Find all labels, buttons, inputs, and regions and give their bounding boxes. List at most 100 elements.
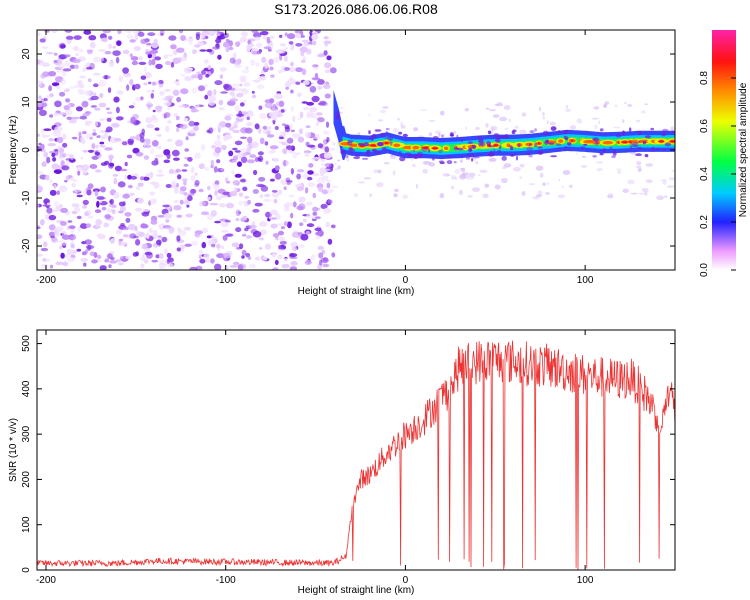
noise-blob [200,144,206,151]
noise-blob [184,199,190,206]
track-halo [368,130,371,135]
noise-blob [197,85,206,92]
noise-blob [305,131,311,138]
noise-blob [38,95,42,100]
noise-blob [198,250,204,254]
colorbar: 0.0 0.2 0.4 0.6 0.8 Normalized spectral ampl… [699,30,749,277]
noise-blob [232,125,238,129]
noise-blob [284,126,291,133]
noise-blob [324,69,331,74]
noise-blob [297,231,303,236]
noise-blob [65,158,72,161]
track-halo [353,156,360,160]
noise-blob [256,183,265,188]
noise-blob [294,67,304,73]
noise-blob [236,113,244,117]
noise-speckle [545,191,550,195]
track-halo [477,135,482,139]
noise-blob [241,31,248,37]
noise-blob [284,32,288,37]
noise-blob [220,91,229,94]
noise-blob [309,85,317,93]
noise-blob [278,245,282,250]
noise-blob [111,204,117,209]
noise-blob [184,243,192,247]
noise-blob [94,169,102,173]
track-halo [336,111,340,116]
track-halo [468,147,473,152]
noise-blob [297,186,304,192]
noise-blob [284,202,294,207]
noise-blob [216,159,221,164]
noise-speckle [537,190,543,195]
noise-blob [52,157,57,162]
noise-blob [180,73,186,77]
noise-blob [213,89,217,96]
track-blob-core [443,146,449,151]
noise-blob [298,203,306,211]
noise-blob [278,189,283,195]
track-halo [413,149,416,153]
noise-speckle [467,195,473,198]
noise-blob [292,201,297,208]
noise-blob [254,202,263,207]
noise-speckle [535,194,543,198]
noise-blob [283,159,287,167]
noise-speckle [568,184,573,188]
noise-speckle [635,166,642,168]
noise-speckle [422,168,428,174]
colorbar-label: Normalized spectral amplitude [738,82,749,217]
noise-blob [122,234,129,238]
noise-blob [100,57,104,62]
noise-blob [160,263,168,267]
noise-blob [69,236,74,240]
noise-blob [137,197,144,204]
noise-blob [175,115,180,121]
colorbar-ticks: 0.0 0.2 0.4 0.6 0.8 [699,71,736,277]
noise-blob [205,259,210,263]
noise-blob [98,80,107,87]
noise-blob [220,222,229,228]
track-halo [456,134,459,139]
noise-blob [152,229,158,236]
noise-blob [262,125,268,130]
noise-blob [175,79,179,82]
noise-speckle [379,109,387,113]
snr-frame [36,329,676,571]
noise-blob [102,30,111,34]
noise-blob [127,184,133,189]
noise-blob [302,56,307,60]
track-blob-core [412,145,420,150]
noise-blob [65,108,73,116]
noise-blob [145,144,152,149]
noise-blob [145,173,150,178]
noise-blob [128,105,135,109]
noise-blob [235,209,241,217]
noise-blob [109,199,113,204]
noise-blob [193,122,200,126]
noise-speckle [353,193,359,198]
noise-speckle [521,191,526,196]
noise-blob [274,93,283,100]
noise-blob [62,142,68,148]
y-tick-label: 0 [21,147,32,153]
y-tick-label: 400 [21,380,32,397]
noise-blob [61,70,67,77]
noise-blob [319,100,327,105]
noise-speckle [645,163,653,167]
noise-blob [117,181,126,188]
noise-blob [42,258,47,262]
noise-speckle [465,126,468,130]
noise-blob [189,129,196,134]
noise-blob [252,189,259,194]
noise-blob [312,173,320,177]
track-halo [557,130,561,134]
noise-blob [284,257,288,263]
noise-blob [325,121,330,128]
noise-blob [82,149,88,153]
noise-speckle [468,172,476,177]
noise-blob [251,141,259,149]
track-halo [592,155,597,158]
noise-blob [125,256,132,260]
spectrogram-y-label: Frequency (Hz) [8,116,19,185]
